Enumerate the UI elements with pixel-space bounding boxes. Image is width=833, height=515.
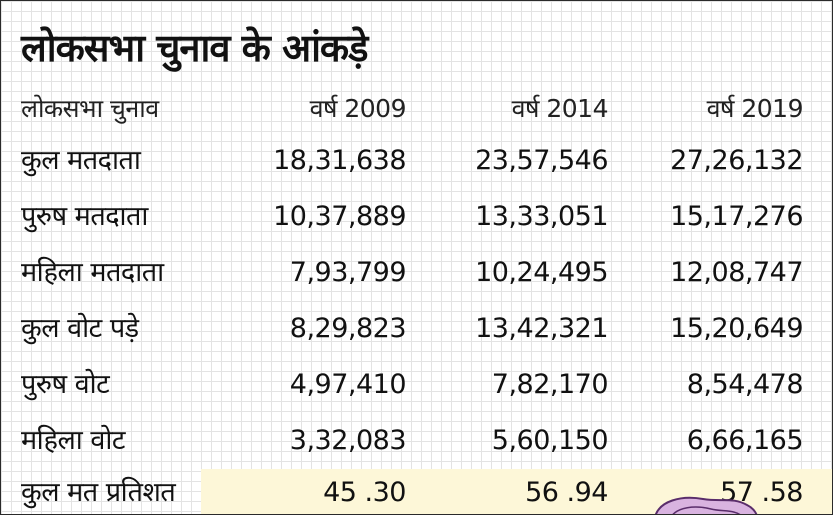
row-label: पुरुष मतदाता: [21, 201, 148, 232]
decoration-graphic: [655, 496, 758, 514]
row-value-2009: 10,37,889: [273, 201, 406, 232]
table-row: कुल मतदाता 18,31,638 23,57,546 27,26,132: [1, 132, 832, 190]
row-value-2014: 13,42,321: [475, 313, 608, 344]
table-row: महिला मतदाता 7,93,799 10,24,495 12,08,74…: [1, 244, 832, 302]
row-value-2009: 3,32,083: [289, 425, 407, 456]
table-row: पुरुष मतदाता 10,37,889 13,33,051 15,17,2…: [1, 188, 832, 246]
table-row: महिला वोट 3,32,083 5,60,150 6,66,165: [1, 412, 832, 470]
header-label: लोकसभा चुनाव: [21, 94, 159, 123]
row-value-2019: 15,17,276: [670, 201, 803, 232]
decoration-inner-shape: [672, 506, 741, 514]
row-value-2009: 8,29,823: [289, 313, 407, 344]
row-label: कुल वोट पड़े: [21, 313, 139, 344]
header-year-2014: वर्ष 2014: [511, 94, 609, 123]
row-value-2009: 4,97,410: [289, 369, 407, 400]
row-value-2019: 27,26,132: [670, 145, 803, 176]
row-value-2019: 6,66,165: [686, 425, 804, 456]
row-value-2019: 12,08,747: [670, 257, 803, 288]
row-label: पुरुष वोट: [21, 369, 110, 400]
decoration-shape: [655, 496, 758, 514]
row-value-2014: 5,60,150: [491, 425, 609, 456]
table-row: कुल वोट पड़े 8,29,823 13,42,321 15,20,64…: [1, 300, 832, 358]
row-value-2014: 23,57,546: [475, 145, 608, 176]
row-label: कुल मत प्रतिशत: [21, 477, 176, 508]
row-value-2014: 10,24,495: [475, 257, 608, 288]
row-label: महिला मतदाता: [21, 257, 164, 288]
row-label: कुल मतदाता: [21, 145, 141, 176]
row-value-2009: 18,31,638: [273, 145, 406, 176]
row-value-2019: 8,54,478: [686, 369, 804, 400]
page-title: लोकसभा चुनाव के आंकड़े: [21, 26, 368, 70]
table-header-row: लोकसभा चुनाव वर्ष 2009 वर्ष 2014 वर्ष 20…: [1, 80, 832, 138]
row-value-2009: 45 .30: [323, 477, 406, 508]
row-value-2014: 13,33,051: [475, 201, 608, 232]
row-value-2009: 7,93,799: [289, 257, 407, 288]
header-year-2019: वर्ष 2019: [706, 94, 804, 123]
row-value-2014: 56 .94: [525, 477, 608, 508]
row-label: महिला वोट: [21, 425, 125, 456]
row-value-2014: 7,82,170: [491, 369, 609, 400]
table-row: पुरुष वोट 4,97,410 7,82,170 8,54,478: [1, 356, 832, 414]
row-value-2019: 15,20,649: [670, 313, 803, 344]
header-year-2009: वर्ष 2009: [309, 94, 407, 123]
